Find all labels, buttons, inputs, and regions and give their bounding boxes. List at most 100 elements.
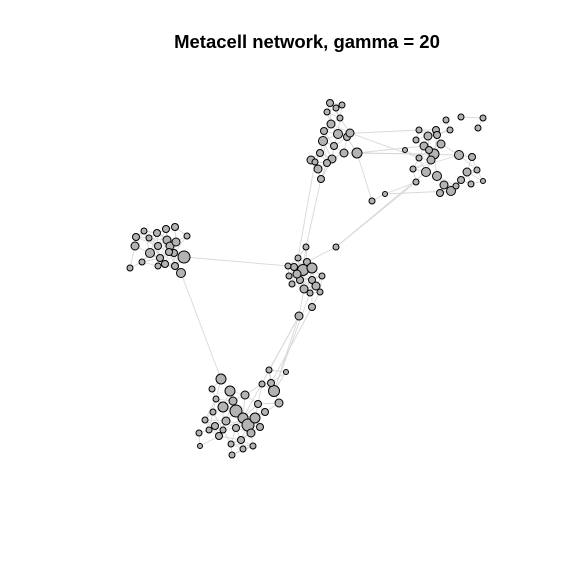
metacell-node <box>209 408 217 416</box>
metacell-node <box>268 385 280 397</box>
metacell-node <box>227 440 235 448</box>
metacell-node <box>138 258 146 266</box>
metacell-node <box>221 416 231 426</box>
metacell-node <box>446 126 454 134</box>
metacell-node <box>316 149 324 157</box>
metacell-node <box>165 248 173 256</box>
metacell-node <box>409 165 417 173</box>
metacell-node <box>439 180 449 190</box>
metacell-node <box>154 242 162 250</box>
metacell-node <box>316 288 324 296</box>
metacell-node <box>351 147 363 159</box>
metacell-node <box>140 227 148 235</box>
metacell-node <box>454 150 464 160</box>
metacell-node <box>452 182 460 190</box>
metacell-node <box>308 303 316 311</box>
metacell-node <box>177 250 191 264</box>
metacell-node <box>311 158 319 166</box>
network-edge <box>356 145 425 154</box>
metacell-node <box>145 248 155 258</box>
metacell-node <box>265 366 273 374</box>
network-edge <box>297 161 316 259</box>
metacell-node <box>433 131 441 139</box>
metacell-node <box>323 108 331 116</box>
plot-title: Metacell network, gamma = 20 <box>174 31 440 52</box>
metacell-node <box>436 189 444 197</box>
metacell-node <box>237 436 245 444</box>
metacell-node <box>294 311 304 321</box>
metacell-node <box>479 114 487 122</box>
metacell-node <box>126 264 134 272</box>
metacell-node <box>228 396 238 406</box>
metacell-node <box>254 400 262 408</box>
metacell-node <box>412 136 420 144</box>
metacell-node <box>402 147 408 153</box>
metacell-node <box>294 254 302 262</box>
metacell-node <box>306 289 314 297</box>
metacell-node <box>229 404 243 418</box>
network-edge <box>305 178 322 248</box>
network-edge <box>204 398 217 421</box>
metacell-node <box>154 262 162 270</box>
metacell-node <box>267 379 275 387</box>
metacell-node <box>457 113 465 121</box>
metacell-node <box>425 146 433 154</box>
metacell-node <box>232 424 240 432</box>
network-edge <box>460 116 484 119</box>
metacell-node <box>299 284 309 294</box>
metacell-node <box>162 225 170 233</box>
metacell-node <box>219 426 227 434</box>
metacell-node <box>171 262 179 270</box>
metacell-node <box>176 268 186 278</box>
metacell-node <box>368 197 376 205</box>
metacell-node <box>284 262 292 270</box>
network-edge <box>180 272 222 380</box>
metacell-node <box>318 272 326 280</box>
metacell-node <box>183 232 191 240</box>
metacell-node <box>195 429 203 437</box>
metacell-node <box>215 373 227 385</box>
network-edge <box>298 288 305 317</box>
metacell-node <box>256 423 264 431</box>
metacell-node <box>339 148 349 158</box>
metacell-node <box>442 116 450 124</box>
metacell-node <box>332 243 340 251</box>
network-edge <box>412 154 460 170</box>
metacell-node <box>285 272 293 280</box>
metacell-node <box>317 175 325 183</box>
metacell-node <box>240 390 250 400</box>
metacell-node <box>211 422 219 430</box>
metacell-node <box>205 426 213 434</box>
metacell-node <box>467 180 475 188</box>
metacell-node <box>228 451 236 459</box>
metacell-node <box>345 128 355 138</box>
metacell-node <box>457 176 465 184</box>
metacell-node <box>426 155 436 165</box>
metacell-node <box>217 401 229 413</box>
metacell-node <box>336 114 344 122</box>
metacell-node <box>208 385 216 393</box>
metacell-node <box>130 241 140 251</box>
metacell-node <box>311 281 321 291</box>
network-edge <box>349 132 420 159</box>
metacell-node <box>201 416 209 424</box>
metacell-node <box>292 269 302 279</box>
metacell-node <box>132 233 140 241</box>
metacell-node <box>258 380 266 388</box>
metacell-node <box>326 119 336 129</box>
metacell-node <box>288 280 296 288</box>
metacell-node <box>161 260 169 268</box>
metacell-node <box>197 443 203 449</box>
metacell-node <box>412 178 420 186</box>
metacell-node <box>249 442 257 450</box>
metacell-node <box>436 139 446 149</box>
metacell-node <box>332 104 340 112</box>
metacell-node <box>432 171 442 181</box>
network-edge <box>242 315 300 419</box>
network-edge <box>270 306 313 384</box>
metacell-node <box>274 398 284 408</box>
metacell-node <box>249 412 261 424</box>
metacell-node <box>246 428 256 438</box>
metacell-node <box>473 166 481 174</box>
